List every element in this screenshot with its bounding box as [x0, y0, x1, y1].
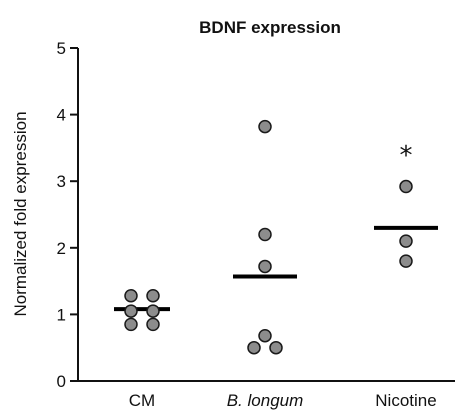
y-axis-label: Normalized fold expression [11, 111, 30, 316]
data-point [146, 317, 160, 332]
data-point [399, 234, 413, 248]
data-point [247, 340, 261, 355]
data-point [258, 328, 272, 343]
x-ticks: CM B. longum Nicotine [129, 391, 437, 410]
y-tick-label: 1 [57, 305, 66, 324]
data-point [258, 259, 272, 274]
y-tick-label: 3 [57, 172, 66, 191]
data-point [399, 254, 413, 268]
y-ticks: 0 1 2 3 4 5 [57, 39, 78, 391]
marks: * [114, 119, 438, 355]
data-point [258, 227, 272, 242]
y-tick-label: 4 [57, 106, 66, 125]
data-point [124, 304, 138, 318]
y-tick-label: 2 [57, 239, 66, 258]
data-point [124, 289, 138, 303]
x-tick-label: CM [129, 391, 155, 410]
x-tick-label: Nicotine [375, 391, 436, 410]
y-tick-label: 5 [57, 39, 66, 58]
x-tick-label: B. longum [227, 391, 304, 410]
data-point [124, 317, 138, 332]
data-point [146, 304, 160, 318]
axes [77, 48, 455, 382]
data-point [399, 179, 413, 194]
significance-marker: * [400, 141, 413, 171]
chart-title: BDNF expression [199, 18, 341, 37]
data-point [269, 340, 283, 355]
data-point [146, 289, 160, 303]
data-point [258, 119, 272, 134]
y-tick-label: 0 [57, 372, 66, 391]
